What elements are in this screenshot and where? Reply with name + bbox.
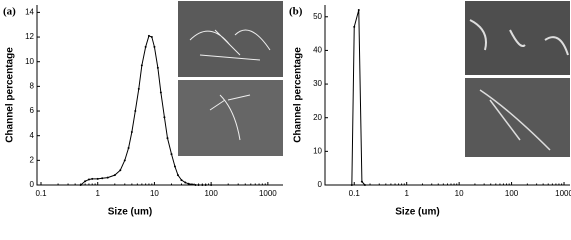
data-point bbox=[170, 153, 173, 156]
fiber bbox=[189, 29, 271, 61]
data-point bbox=[191, 183, 194, 186]
x-tick-label: 10 bbox=[455, 189, 464, 198]
data-point bbox=[357, 9, 360, 12]
y-tick-label: 4 bbox=[30, 131, 35, 140]
x-tick-label: 1000 bbox=[259, 189, 277, 198]
panel-label: (a) bbox=[3, 6, 16, 18]
data-point bbox=[127, 147, 130, 150]
y-tick-label: 6 bbox=[30, 106, 35, 115]
data-point bbox=[84, 180, 87, 183]
sem-image bbox=[178, 80, 283, 156]
data-point bbox=[163, 116, 166, 119]
data-point bbox=[101, 177, 104, 180]
data-point bbox=[210, 184, 213, 186]
y-tick-label: 10 bbox=[25, 57, 34, 66]
fiber bbox=[469, 19, 569, 56]
x-tick-label: 1 bbox=[95, 189, 100, 198]
y-tick-label: 14 bbox=[25, 8, 34, 17]
panel-label: (b) bbox=[289, 6, 303, 18]
y-axis-label: Channel percentage bbox=[5, 47, 16, 143]
data-point bbox=[180, 179, 183, 182]
y-tick-label: 30 bbox=[313, 79, 322, 88]
y-tick-label: 0 bbox=[318, 180, 323, 189]
data-point bbox=[153, 45, 156, 48]
data-point bbox=[96, 177, 99, 180]
x-axis-label: Size (um) bbox=[108, 207, 152, 218]
y-tick-label: 40 bbox=[313, 46, 322, 55]
data-point bbox=[150, 36, 153, 39]
data-point bbox=[123, 159, 126, 162]
x-tick-label: 0.1 bbox=[35, 189, 47, 198]
x-tick-label: 100 bbox=[505, 189, 519, 198]
x-axis-label: Size (um) bbox=[395, 207, 439, 218]
data-point bbox=[176, 174, 179, 177]
data-point bbox=[87, 178, 90, 181]
data-point bbox=[360, 180, 363, 183]
data-point bbox=[144, 45, 147, 48]
y-tick-label: 2 bbox=[30, 155, 35, 164]
data-point bbox=[119, 169, 122, 172]
x-tick-label: 1 bbox=[404, 189, 409, 198]
y-tick-label: 12 bbox=[25, 32, 34, 41]
y-tick-label: 0 bbox=[30, 180, 35, 189]
y-tick-label: 10 bbox=[313, 146, 322, 155]
data-point bbox=[106, 176, 109, 179]
data-point bbox=[113, 174, 116, 177]
y-tick-label: 50 bbox=[313, 12, 322, 21]
data-point bbox=[137, 87, 140, 90]
data-point bbox=[204, 184, 207, 186]
data-point bbox=[197, 184, 200, 186]
sem-insets bbox=[178, 1, 570, 157]
y-tick-label: 8 bbox=[30, 81, 35, 90]
x-tick-label: 1000 bbox=[555, 189, 571, 198]
data-point bbox=[184, 181, 187, 184]
data-line bbox=[351, 9, 366, 186]
x-tick-label: 0.1 bbox=[349, 189, 361, 198]
data-point bbox=[147, 34, 150, 37]
data-point bbox=[134, 110, 137, 113]
fiber bbox=[209, 94, 251, 141]
data-point bbox=[201, 184, 204, 186]
data-point bbox=[130, 130, 133, 133]
x-tick-label: 10 bbox=[150, 189, 159, 198]
data-point bbox=[353, 25, 356, 28]
data-point bbox=[91, 177, 94, 180]
data-point bbox=[159, 91, 162, 94]
data-point bbox=[140, 64, 143, 67]
data-point bbox=[173, 165, 176, 168]
y-axis-label: Channel percentage bbox=[293, 47, 304, 143]
data-point bbox=[187, 182, 190, 185]
data-point bbox=[79, 184, 82, 186]
fiber bbox=[479, 89, 551, 151]
data-point bbox=[156, 66, 159, 69]
sem-image bbox=[178, 1, 283, 77]
x-tick-label: 100 bbox=[204, 189, 218, 198]
y-tick-label: 20 bbox=[313, 113, 322, 122]
data-point bbox=[194, 184, 197, 186]
data-point bbox=[166, 137, 169, 140]
data-point bbox=[363, 184, 366, 186]
data-point bbox=[350, 184, 353, 186]
